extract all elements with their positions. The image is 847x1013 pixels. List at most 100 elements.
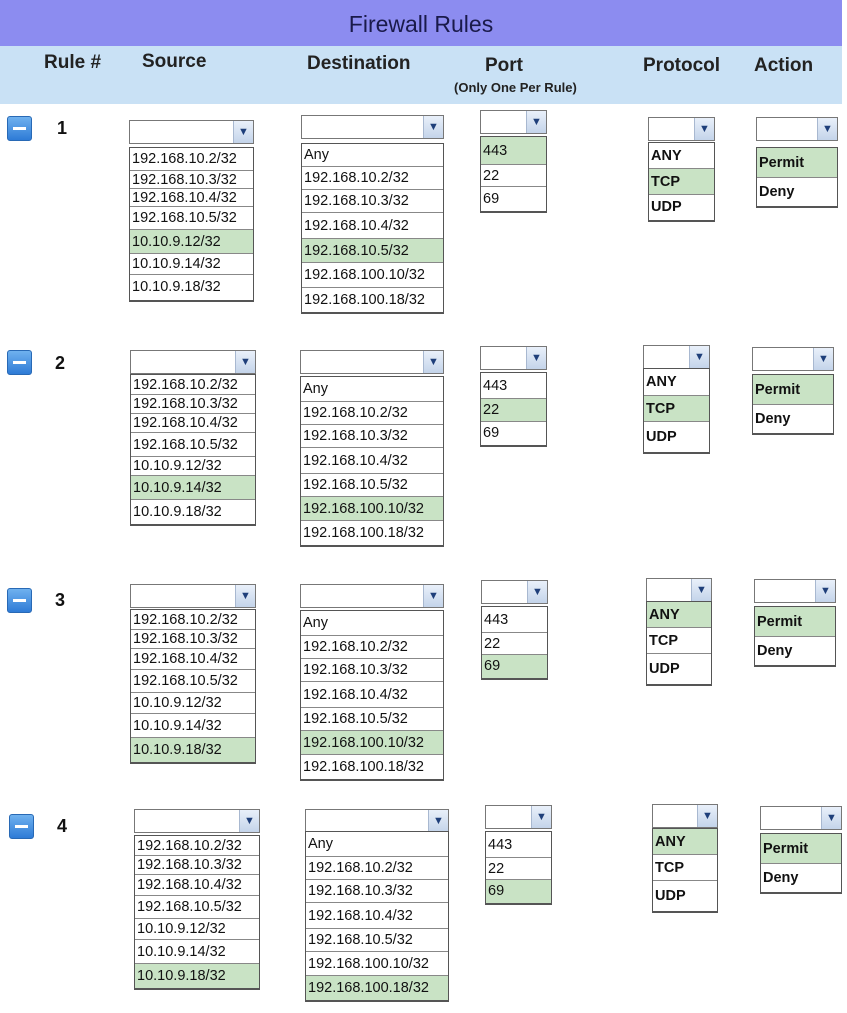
destination-option[interactable]: 192.168.10.5/32 xyxy=(302,239,443,263)
protocol-option[interactable]: UDP xyxy=(649,661,680,677)
port-option[interactable]: 443 xyxy=(486,832,551,858)
protocol-option[interactable]: ANY xyxy=(644,369,709,396)
protocol-option[interactable]: ANY xyxy=(649,143,714,169)
chevron-down-icon[interactable]: ▼ xyxy=(691,579,711,601)
destination-option[interactable]: 192.168.10.3/32 xyxy=(302,190,443,213)
chevron-down-icon[interactable]: ▼ xyxy=(423,116,443,138)
destination-option[interactable]: 192.168.10.4/32 xyxy=(306,903,448,929)
destination-dropdown[interactable]: ▼ xyxy=(300,584,444,608)
port-dropdown[interactable]: ▼ xyxy=(480,110,547,134)
action-option[interactable]: Deny xyxy=(759,184,795,200)
destination-option[interactable]: 192.168.10.3/32 xyxy=(306,880,448,903)
remove-rule-button[interactable] xyxy=(7,588,32,613)
remove-rule-button[interactable] xyxy=(9,814,34,839)
chevron-down-icon[interactable]: ▼ xyxy=(697,805,717,827)
chevron-down-icon[interactable]: ▼ xyxy=(815,580,835,602)
protocol-dropdown[interactable]: ▼ xyxy=(643,345,710,369)
source-option[interactable]: 192.168.10.3/32 xyxy=(131,630,255,649)
action-option[interactable]: Permit xyxy=(755,607,835,637)
source-option[interactable]: 192.168.10.3/32 xyxy=(131,395,255,414)
source-option[interactable]: 192.168.10.5/32 xyxy=(131,670,255,693)
destination-option[interactable]: 192.168.100.10/32 xyxy=(301,731,443,755)
remove-rule-button[interactable] xyxy=(7,116,32,141)
port-option[interactable]: 443 xyxy=(481,373,546,399)
source-option[interactable]: 10.10.9.12/32 xyxy=(135,919,259,940)
source-option[interactable]: 10.10.9.18/32 xyxy=(132,278,221,295)
source-option[interactable]: 192.168.10.4/32 xyxy=(131,414,255,433)
destination-option[interactable]: 192.168.100.18/32 xyxy=(303,525,424,541)
action-dropdown[interactable]: ▼ xyxy=(754,579,836,603)
protocol-option[interactable]: UDP xyxy=(655,888,686,904)
chevron-down-icon[interactable]: ▼ xyxy=(423,585,443,607)
destination-option[interactable]: 192.168.10.2/32 xyxy=(302,167,443,190)
source-option[interactable]: 192.168.10.2/32 xyxy=(131,610,255,630)
port-option[interactable]: 22 xyxy=(482,633,547,655)
destination-option[interactable]: 192.168.100.18/32 xyxy=(304,292,425,308)
destination-option[interactable]: 192.168.100.10/32 xyxy=(302,263,443,288)
action-option[interactable]: Deny xyxy=(755,411,791,427)
destination-option[interactable]: 192.168.10.5/32 xyxy=(301,474,443,497)
destination-option[interactable]: 192.168.10.2/32 xyxy=(301,636,443,659)
protocol-dropdown[interactable]: ▼ xyxy=(652,804,718,828)
destination-option[interactable]: 192.168.10.4/32 xyxy=(301,682,443,708)
port-option[interactable]: 69 xyxy=(486,880,551,903)
chevron-down-icon[interactable]: ▼ xyxy=(423,351,443,373)
action-option[interactable]: Deny xyxy=(763,870,799,886)
source-option[interactable]: 192.168.10.2/32 xyxy=(135,836,259,856)
source-dropdown[interactable]: ▼ xyxy=(129,120,254,144)
remove-rule-button[interactable] xyxy=(7,350,32,375)
chevron-down-icon[interactable]: ▼ xyxy=(235,585,255,607)
destination-option[interactable]: 192.168.10.5/32 xyxy=(301,708,443,731)
protocol-option[interactable]: TCP xyxy=(644,396,709,422)
source-option[interactable]: 192.168.10.4/32 xyxy=(130,189,253,207)
chevron-down-icon[interactable]: ▼ xyxy=(689,346,709,368)
port-option[interactable]: 443 xyxy=(482,607,547,633)
port-dropdown[interactable]: ▼ xyxy=(481,580,548,604)
source-option[interactable]: 10.10.9.12/32 xyxy=(131,693,255,714)
port-dropdown[interactable]: ▼ xyxy=(485,805,552,829)
source-option[interactable]: 192.168.10.2/32 xyxy=(130,148,253,171)
chevron-down-icon[interactable]: ▼ xyxy=(233,121,253,143)
source-dropdown[interactable]: ▼ xyxy=(130,584,256,608)
chevron-down-icon[interactable]: ▼ xyxy=(526,347,546,369)
action-dropdown[interactable]: ▼ xyxy=(756,117,838,141)
destination-dropdown[interactable]: ▼ xyxy=(300,350,444,374)
port-option[interactable]: 443 xyxy=(481,137,546,165)
source-option[interactable]: 10.10.9.14/32 xyxy=(130,254,253,275)
protocol-option[interactable]: TCP xyxy=(647,628,711,654)
chevron-down-icon[interactable]: ▼ xyxy=(813,348,833,370)
destination-option[interactable]: 192.168.10.4/32 xyxy=(302,213,443,239)
destination-option[interactable]: 192.168.10.2/32 xyxy=(306,857,448,880)
chevron-down-icon[interactable]: ▼ xyxy=(527,581,547,603)
protocol-dropdown[interactable]: ▼ xyxy=(648,117,715,141)
port-option[interactable]: 22 xyxy=(481,165,546,187)
destination-option[interactable]: 192.168.100.18/32 xyxy=(306,976,448,1000)
port-option[interactable]: 69 xyxy=(483,191,500,207)
destination-option[interactable]: 192.168.10.4/32 xyxy=(301,448,443,474)
destination-option[interactable]: 192.168.10.3/32 xyxy=(301,425,443,448)
destination-option[interactable]: Any xyxy=(301,377,443,402)
source-option[interactable]: 10.10.9.12/32 xyxy=(130,229,253,254)
source-option[interactable]: 192.168.10.5/32 xyxy=(135,896,259,919)
port-option[interactable]: 69 xyxy=(483,425,500,441)
action-option[interactable]: Permit xyxy=(757,148,837,178)
destination-option[interactable]: 192.168.100.10/32 xyxy=(301,497,443,521)
action-option[interactable]: Permit xyxy=(753,375,833,405)
source-dropdown[interactable]: ▼ xyxy=(130,350,256,374)
source-option[interactable]: 192.168.10.4/32 xyxy=(135,875,259,896)
port-option[interactable]: 22 xyxy=(486,858,551,880)
source-option[interactable]: 192.168.10.5/32 xyxy=(131,433,255,457)
destination-option[interactable]: Any xyxy=(301,611,443,636)
protocol-option[interactable]: TCP xyxy=(649,169,714,195)
chevron-down-icon[interactable]: ▼ xyxy=(526,111,546,133)
chevron-down-icon[interactable]: ▼ xyxy=(235,351,255,373)
source-option[interactable]: 192.168.10.2/32 xyxy=(131,375,255,395)
source-option[interactable]: 192.168.10.4/32 xyxy=(131,649,255,670)
action-dropdown[interactable]: ▼ xyxy=(760,806,842,830)
destination-dropdown[interactable]: ▼ xyxy=(305,809,449,833)
source-option[interactable]: 10.10.9.14/32 xyxy=(131,714,255,738)
source-dropdown[interactable]: ▼ xyxy=(134,809,260,833)
protocol-option[interactable]: UDP xyxy=(646,429,677,445)
source-option[interactable]: 10.10.9.18/32 xyxy=(133,504,222,520)
source-option[interactable]: 10.10.9.14/32 xyxy=(135,940,259,964)
